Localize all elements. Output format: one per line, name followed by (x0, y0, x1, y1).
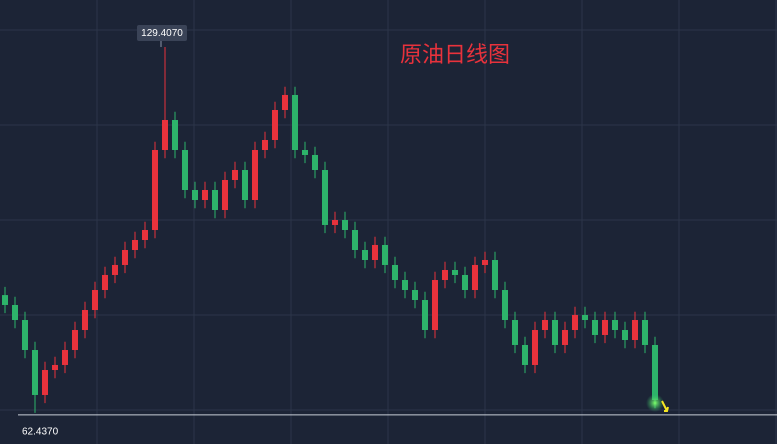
candle-body (52, 364, 58, 371)
candle-body (632, 320, 638, 341)
candle-body (372, 244, 378, 261)
candle-body (462, 274, 468, 291)
candle-body (532, 330, 538, 365)
candle-body (112, 264, 118, 275)
arrow (661, 400, 669, 412)
candle-body (432, 280, 438, 331)
candle-body (102, 274, 108, 291)
candle-body (192, 190, 198, 201)
candle-body (592, 320, 598, 335)
candle-body (232, 170, 238, 181)
candle-body (82, 310, 88, 331)
candle-body (32, 350, 38, 395)
candle-body (602, 320, 608, 335)
candle-body (322, 170, 328, 225)
candle-body (302, 150, 308, 155)
candle-body (62, 350, 68, 365)
candle-body (652, 344, 658, 401)
candle-body (352, 230, 358, 251)
candle-body (452, 270, 458, 275)
low-label: 62.4370 (22, 427, 59, 438)
candle-body (572, 314, 578, 331)
candle-body (122, 250, 128, 265)
candle-body (142, 230, 148, 241)
candle-body (252, 150, 258, 201)
candle-body (492, 260, 498, 291)
candle-body (612, 320, 618, 331)
candle-body (162, 120, 168, 151)
candle-body (382, 244, 388, 265)
candle-body (42, 370, 48, 395)
candle-body (222, 180, 228, 211)
candle-body (392, 264, 398, 281)
plot: 129.4070 62.4370 (2, 25, 777, 438)
candle-body (262, 140, 268, 151)
candle-body (132, 240, 138, 251)
candle-body (472, 264, 478, 291)
candle-body (152, 150, 158, 231)
candle-body (562, 330, 568, 345)
candle-body (482, 260, 488, 265)
candle-body (642, 320, 648, 345)
candle-body (292, 94, 298, 151)
candle-body (12, 304, 18, 321)
candle-body (622, 330, 628, 341)
candle-body (282, 94, 288, 111)
candle-body (552, 320, 558, 345)
candle-body (422, 300, 428, 331)
candle-body (522, 344, 528, 365)
candle-body (402, 280, 408, 291)
candle-body (342, 220, 348, 231)
high-label-box (137, 25, 187, 41)
candle-body (332, 220, 338, 225)
candle-body (582, 314, 588, 321)
candle-body (412, 290, 418, 301)
candle-body (272, 110, 278, 141)
candle-body (312, 154, 318, 171)
chart-title: 原油日线图 (400, 42, 510, 67)
candle-body (442, 270, 448, 281)
candle-body (2, 295, 8, 305)
candle-body (22, 320, 28, 351)
candle-body (242, 170, 248, 201)
candle-body (182, 150, 188, 191)
candle-body (362, 250, 368, 261)
candle-body (542, 320, 548, 331)
candle-body (212, 190, 218, 211)
candle-body (512, 320, 518, 345)
candle-body (202, 190, 208, 201)
candle-body (72, 330, 78, 351)
glow-dot (646, 394, 664, 412)
candle-body (172, 120, 178, 151)
candle-body (502, 290, 508, 321)
high-label: 129.4070 (141, 28, 183, 39)
candle-body (92, 290, 98, 311)
